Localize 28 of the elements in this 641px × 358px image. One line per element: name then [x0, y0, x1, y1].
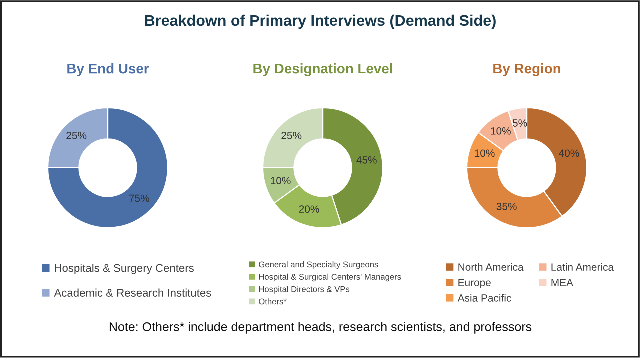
text: Breakdown of Primary Interviews (Demand Side) — [145, 14, 496, 30]
data-label: 25% — [66, 132, 87, 140]
legend-label: Hospitals & Surgery Centers — [55, 264, 194, 274]
data-label: 10% — [491, 128, 511, 135]
legend-label: Hospital & Surgical Centers' Managers — [259, 274, 402, 282]
legend-label: Europe — [458, 279, 491, 289]
legend-label: Hospital Directors & VPs — [259, 286, 350, 294]
legend-label: Academic & Research Institutes — [54, 288, 212, 297]
chart-title: By Designation Level — [254, 63, 392, 77]
legend-label: General and Specialty Surgeons — [259, 262, 378, 270]
donut-slice — [47, 107, 169, 229]
data-label: 20% — [299, 206, 320, 214]
data-label: 35% — [496, 202, 517, 210]
legend-label: MEA — [552, 279, 574, 286]
data-label: 75% — [130, 194, 150, 202]
data-label: 10% — [475, 150, 495, 158]
data-label: 40% — [559, 150, 580, 158]
legend-label: Asia Pacific — [458, 294, 512, 302]
chart-title: By End User — [68, 64, 150, 76]
data-label: 5% — [512, 120, 528, 127]
chart-title: By Region — [494, 63, 560, 77]
legend-label: Latin America — [552, 263, 614, 272]
data-label: 10% — [271, 177, 291, 185]
data-label: 45% — [356, 156, 377, 164]
legend-label: North America — [458, 263, 524, 272]
text: Note: Others* include department heads, research scientists, and professors — [110, 322, 532, 334]
legend-label: Others* — [259, 298, 287, 305]
data-label: 25% — [282, 132, 302, 140]
